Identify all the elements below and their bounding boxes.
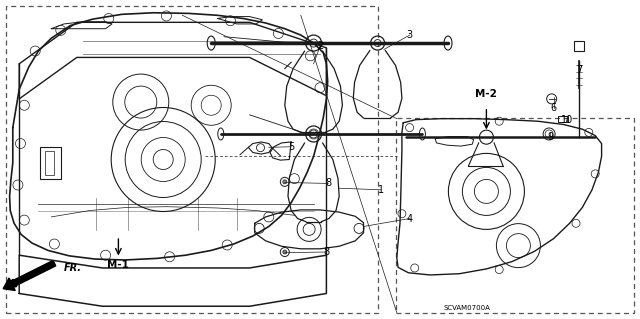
Bar	[40, 147, 61, 179]
Text: 8: 8	[323, 247, 330, 257]
Text: SCVAM0700A: SCVAM0700A	[444, 305, 491, 311]
Text: 7: 7	[576, 65, 582, 75]
Text: 5: 5	[288, 142, 294, 152]
Text: 1: 1	[378, 185, 384, 195]
Text: 4: 4	[406, 213, 413, 224]
Bar	[45, 151, 54, 175]
Text: M-2: M-2	[476, 89, 497, 99]
Text: M-1: M-1	[108, 260, 129, 270]
Circle shape	[283, 180, 287, 184]
Text: 2: 2	[317, 41, 323, 51]
Text: 9: 9	[547, 132, 554, 142]
Text: 6: 6	[550, 103, 557, 114]
Circle shape	[283, 250, 287, 254]
Bar	[558, 116, 568, 122]
Text: 3: 3	[406, 30, 413, 40]
Text: 10: 10	[561, 115, 573, 125]
FancyArrow shape	[3, 261, 56, 291]
Text: 8: 8	[325, 178, 332, 189]
Bar	[574, 41, 584, 51]
Text: FR.: FR.	[64, 263, 82, 273]
